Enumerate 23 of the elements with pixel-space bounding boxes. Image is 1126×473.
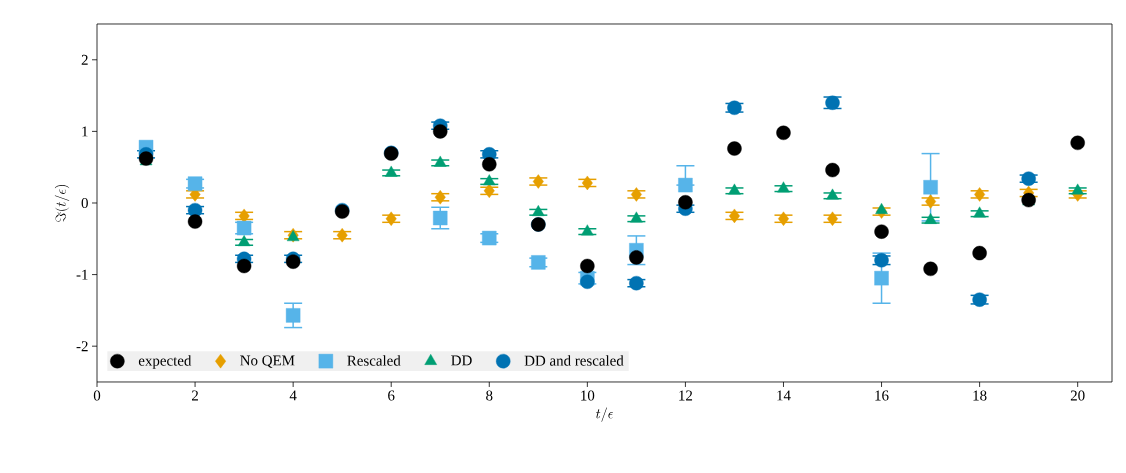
y-tick-label: 1 [82,126,88,137]
x-tick-label: 4 [289,390,297,401]
x-tick-label: 12 [679,390,693,401]
x-tick-label: 2 [192,390,198,401]
x-tick-label: 18 [973,390,987,401]
y-axis-title: $\Im(t/\epsilon)$ [54,184,70,222]
legend-label: expected [138,355,192,369]
x-axis-title: $t/\epsilon$ [595,407,613,422]
y-tick-label: 2 [81,54,88,65]
x-tick-label: 14 [777,390,791,401]
y-tick-label: 0 [81,197,88,209]
x-tick-label: 8 [486,390,493,401]
y-tick-label: -1 [76,269,88,280]
legend-label: DD [451,355,472,366]
x-tick-label: 0 [93,390,101,401]
x-tick-label: 6 [388,390,395,401]
y-tick-label: -2 [76,341,88,352]
x-tick-label: 20 [1070,390,1085,401]
x-tick-label: 16 [875,390,889,401]
legend-label: No QEM [240,355,295,368]
legend-label: DD and rescaled [524,355,624,366]
legend-label: Rescaled [347,355,401,366]
x-tick-label: 10 [581,390,595,401]
